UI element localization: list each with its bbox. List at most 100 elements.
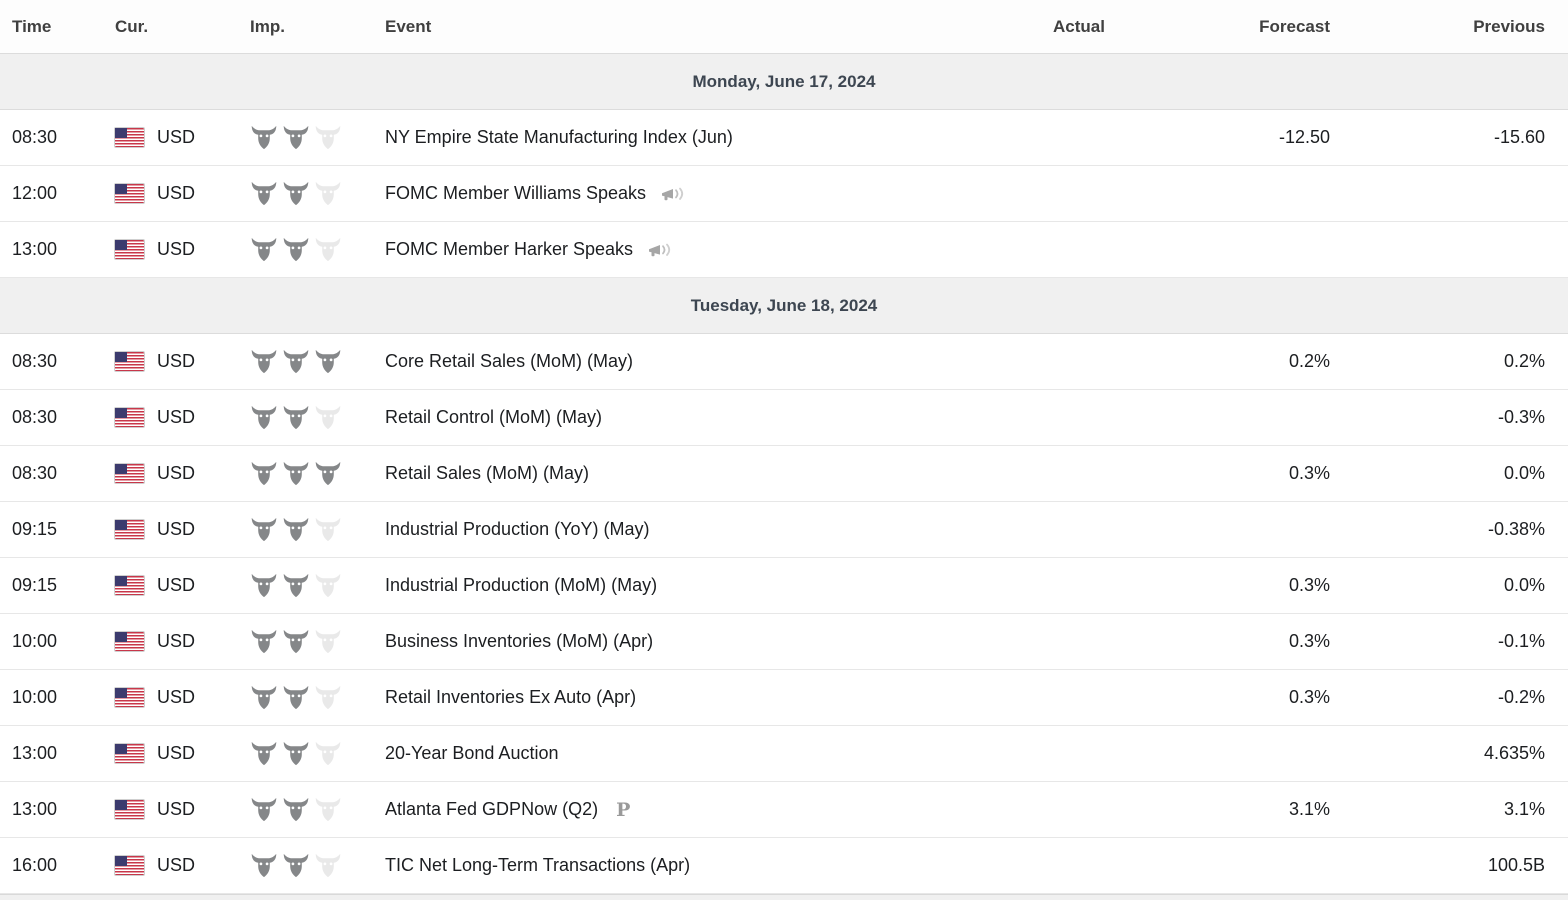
event-name[interactable]: Business Inventories (MoM) (Apr) [385,631,654,651]
event-table-row[interactable]: 08:30 USD Core Retail Sales (MoM) (May) … [0,334,1568,390]
column-header-previous: Previous [1473,16,1545,36]
event-time: 08:30 [12,127,58,147]
currency-label: USD [157,631,196,651]
event-cell: FOMC Member Harker Speaks [385,239,955,260]
event-table-row[interactable]: 08:30 USD Retail Sales (MoM) (May) 0.3% … [0,446,1568,502]
event-name[interactable]: Retail Sales (MoM) (May) [385,463,590,483]
importance-cell [250,461,385,486]
importance-cell [250,237,385,262]
event-cell: Retail Sales (MoM) (May) [385,463,955,484]
bull-importance-icon [314,349,342,374]
importance-cell [250,517,385,542]
bull-importance-icon [250,181,278,206]
us-flag-icon [114,351,145,372]
event-name[interactable]: FOMC Member Harker Speaks [385,239,634,259]
bull-importance-icon [314,517,342,542]
event-time: 10:00 [12,631,58,651]
megaphone-icon [660,185,686,203]
event-name[interactable]: Core Retail Sales (MoM) (May) [385,351,634,371]
previous-value: -15.60 [1493,127,1545,147]
us-flag-icon [114,127,145,148]
bull-importance-icon [314,461,342,486]
event-time: 12:00 [12,183,58,203]
event-table-row[interactable]: 12:00 USD FOMC Member Williams Speaks [0,166,1568,222]
bull-importance-icon [250,685,278,710]
importance-cell [250,629,385,654]
event-name[interactable]: Retail Control (MoM) (May) [385,407,603,427]
event-name[interactable]: Atlanta Fed GDPNow (Q2) [385,799,599,819]
us-flag-icon [114,407,145,428]
us-flag-icon [114,183,145,204]
event-name[interactable]: Industrial Production (MoM) (May) [385,575,658,595]
bull-importance-icon [282,125,310,150]
event-time: 10:00 [12,687,58,707]
currency-label: USD [157,799,196,819]
bull-importance-icon [250,797,278,822]
us-flag-icon [114,463,145,484]
bull-importance-icon [282,629,310,654]
event-time: 08:30 [12,351,58,371]
event-table-row[interactable]: 09:15 USD Industrial Production (YoY) (M… [0,502,1568,558]
importance-cell [250,741,385,766]
event-table-row[interactable]: 13:00 USD FOMC Member Harker Speaks [0,222,1568,278]
event-name[interactable]: 20-Year Bond Auction [385,743,559,763]
previous-value: 4.635% [1483,743,1545,763]
event-time: 08:30 [12,463,58,483]
date-section-label: Monday, June 17, 2024 [692,71,876,91]
bull-importance-icon [314,125,342,150]
forecast-value: 3.1% [1288,799,1330,819]
event-name[interactable]: NY Empire State Manufacturing Index (Jun… [385,127,733,147]
event-name[interactable]: FOMC Member Williams Speaks [385,183,647,203]
forecast-value: -12.50 [1278,127,1330,147]
bull-importance-icon [282,685,310,710]
event-cell: Core Retail Sales (MoM) (May) [385,351,955,372]
bull-importance-icon [282,517,310,542]
bull-importance-icon [250,629,278,654]
currency-cell: USD [114,407,250,428]
us-flag-icon [114,239,145,260]
previous-value: -0.3% [1497,407,1545,427]
event-table-row[interactable]: 10:00 USD Business Inventories (MoM) (Ap… [0,614,1568,670]
currency-cell: USD [114,519,250,540]
importance-cell [250,349,385,374]
us-flag-icon [114,519,145,540]
currency-label: USD [157,183,196,203]
column-header-actual: Actual [1053,16,1105,36]
bull-importance-icon [250,349,278,374]
column-header-currency: Cur. [115,16,149,36]
bull-importance-icon [250,741,278,766]
event-table-row[interactable]: 13:00 USD 20-Year Bond Auction 4.635% [0,726,1568,782]
bull-importance-icon [250,405,278,430]
us-flag-icon [114,631,145,652]
bull-importance-icon [314,741,342,766]
event-cell: Atlanta Fed GDPNow (Q2) P [385,799,955,821]
currency-cell: USD [114,575,250,596]
forecast-value: 0.3% [1288,631,1330,651]
event-table-row[interactable]: 08:30 USD Retail Control (MoM) (May) -0.… [0,390,1568,446]
event-table-row[interactable]: 09:15 USD Industrial Production (MoM) (M… [0,558,1568,614]
megaphone-icon [647,241,673,259]
event-time: 13:00 [12,799,58,819]
previous-value: 100.5B [1487,855,1545,875]
currency-cell: USD [114,183,250,204]
currency-cell: USD [114,463,250,484]
event-table-row[interactable]: 16:00 USD TIC Net Long-Term Transactions… [0,838,1568,894]
event-cell: Industrial Production (YoY) (May) [385,519,955,540]
calendar-body: Monday, June 17, 2024 08:30 USD NY Empir… [0,54,1568,894]
event-name[interactable]: Industrial Production (YoY) (May) [385,519,650,539]
currency-label: USD [157,407,196,427]
event-table-row[interactable]: 13:00 USD Atlanta Fed GDPNow (Q2) P 3.1%… [0,782,1568,838]
event-name[interactable]: Retail Inventories Ex Auto (Apr) [385,687,637,707]
currency-label: USD [157,351,196,371]
event-table-row[interactable]: 10:00 USD Retail Inventories Ex Auto (Ap… [0,670,1568,726]
column-header-row: Time Cur. Imp. Event Actual Forecast Pre… [0,0,1568,54]
bull-importance-icon [314,181,342,206]
bull-importance-icon [314,405,342,430]
event-time: 13:00 [12,239,58,259]
event-cell: FOMC Member Williams Speaks [385,183,955,204]
bull-importance-icon [314,573,342,598]
bull-importance-icon [250,125,278,150]
event-name[interactable]: TIC Net Long-Term Transactions (Apr) [385,855,691,875]
date-section-header: Monday, June 17, 2024 [0,54,1568,110]
event-table-row[interactable]: 08:30 USD NY Empire State Manufacturing … [0,110,1568,166]
